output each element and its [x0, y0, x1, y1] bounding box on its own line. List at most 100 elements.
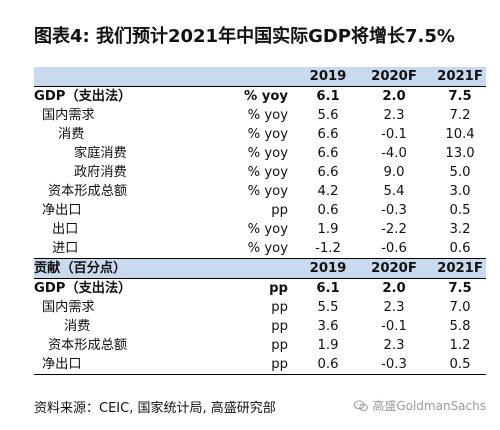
value-2020f: 2.0 — [382, 281, 406, 296]
bottom-rule — [34, 374, 486, 375]
value-2020f: -0.3 — [381, 357, 407, 372]
row-label: 资本形成总额 — [48, 184, 128, 199]
value-2019: -1.2 — [315, 241, 341, 256]
table-row: GDP（支出法） pp 6.1 2.0 7.5 — [34, 279, 486, 298]
value-2019: 0.6 — [317, 357, 339, 372]
figure-title: 图表4: 我们预计2021年中国实际GDP将增长7.5% — [34, 26, 455, 47]
header-rule — [34, 86, 486, 87]
value-2020f: 2.3 — [383, 300, 405, 315]
value-2020f: 2.0 — [382, 89, 406, 104]
row-unit: pp — [271, 300, 288, 315]
row-unit: pp — [271, 357, 288, 372]
row-unit: % yoy — [247, 222, 288, 237]
row-unit: % yoy — [247, 184, 288, 199]
value-2021f: 7.5 — [448, 89, 472, 104]
value-2020f: 2.3 — [383, 338, 405, 353]
header-2020f: 2020F — [371, 261, 417, 276]
value-2021f: 3.0 — [449, 184, 471, 199]
table-row: 净出口 pp 0.6 -0.3 0.5 — [34, 355, 486, 374]
value-2019: 6.1 — [316, 89, 340, 104]
value-2021f: 7.5 — [448, 281, 472, 296]
value-2020f: -4.0 — [381, 146, 407, 161]
value-2021f: 13.0 — [445, 146, 475, 161]
row-label: 资本形成总额 — [48, 338, 128, 353]
value-2019: 4.2 — [317, 184, 339, 199]
value-2021f: 3.2 — [449, 222, 471, 237]
value-2020f: -0.6 — [381, 241, 407, 256]
gdp-forecast-table: 2019 2020F 2021F GDP（支出法） % yoy 6.1 2.0 … — [34, 67, 486, 375]
value-2019: 1.9 — [317, 222, 339, 237]
row-unit: % yoy — [247, 108, 288, 123]
row-unit: pp — [271, 319, 288, 334]
value-2019: 5.6 — [317, 108, 339, 123]
value-2020f: -0.1 — [381, 319, 407, 334]
value-2020f: 9.0 — [383, 165, 405, 180]
table-row: 资本形成总额 % yoy 4.2 5.4 3.0 — [34, 182, 486, 201]
table-row: 出口 % yoy 1.9 -2.2 3.2 — [34, 220, 486, 239]
row-label: 国内需求 — [42, 300, 95, 315]
row-unit: % yoy — [247, 127, 288, 142]
table-row: GDP（支出法） % yoy 6.1 2.0 7.5 — [34, 87, 486, 106]
table-row: 资本形成总额 pp 1.9 2.3 1.2 — [34, 336, 486, 355]
section-header-label: 贡献（百分点） — [34, 261, 127, 276]
value-2019: 6.6 — [317, 146, 339, 161]
value-2021f: 5.0 — [449, 165, 471, 180]
value-2020f: -0.1 — [381, 127, 407, 142]
row-label: 家庭消费 — [74, 146, 127, 161]
value-2021f: 1.2 — [449, 338, 471, 353]
value-2021f: 7.0 — [449, 300, 471, 315]
value-2021f: 7.2 — [449, 108, 471, 123]
table-row: 家庭消费 % yoy 6.6 -4.0 13.0 — [34, 144, 486, 163]
table-row: 消费 pp 3.6 -0.1 5.8 — [34, 317, 486, 336]
table-row: 进口 % yoy -1.2 -0.6 0.6 — [34, 239, 486, 258]
value-2019: 5.5 — [317, 300, 339, 315]
value-2021f: 0.5 — [449, 203, 471, 218]
row-label: 净出口 — [42, 203, 82, 218]
value-2020f: 5.4 — [383, 184, 405, 199]
row-unit: % yoy — [247, 241, 288, 256]
table-row: 政府消费 % yoy 6.6 9.0 5.0 — [34, 163, 486, 182]
row-unit: % yoy — [247, 165, 288, 180]
row-label: 国内需求 — [42, 108, 95, 123]
watermark: 高盛GoldmanSachs — [354, 397, 486, 414]
row-label: 消费 — [58, 127, 85, 142]
table-row: 净出口 pp 0.6 -0.3 0.5 — [34, 201, 486, 220]
row-unit: pp — [269, 281, 288, 296]
section-header-rule — [34, 278, 486, 279]
header-2019: 2019 — [309, 69, 347, 84]
table-row: 消费 % yoy 6.6 -0.1 10.4 — [34, 125, 486, 144]
value-2021f: 0.6 — [449, 241, 471, 256]
table-row: 国内需求 % yoy 5.6 2.3 7.2 — [34, 106, 486, 125]
row-unit: % yoy — [243, 89, 288, 104]
table-row: 国内需求 pp 5.5 2.3 7.0 — [34, 298, 486, 317]
table-header-row: 2019 2020F 2021F — [34, 67, 486, 86]
row-label: 消费 — [64, 319, 91, 334]
row-unit: pp — [271, 203, 288, 218]
value-2019: 6.1 — [316, 281, 340, 296]
row-label: 出口 — [52, 222, 79, 237]
value-2019: 6.6 — [317, 165, 339, 180]
row-label: 净出口 — [42, 357, 82, 372]
row-label: 政府消费 — [74, 165, 127, 180]
value-2021f: 10.4 — [445, 127, 475, 142]
row-label: GDP（支出法） — [34, 281, 132, 296]
value-2019: 1.9 — [317, 338, 339, 353]
row-label: GDP（支出法） — [34, 89, 132, 104]
header-2019: 2019 — [309, 261, 347, 276]
value-2020f: -0.3 — [381, 203, 407, 218]
value-2019: 3.6 — [317, 319, 339, 334]
header-2020f: 2020F — [371, 69, 417, 84]
source-note: 资料来源：CEIC, 国家统计局, 高盛研究部 — [34, 401, 276, 416]
header-2021f: 2021F — [437, 69, 483, 84]
value-2020f: -2.2 — [381, 222, 407, 237]
value-2020f: 2.3 — [383, 108, 405, 123]
header-2021f: 2021F — [437, 261, 483, 276]
section-rule — [34, 258, 486, 259]
value-2021f: 5.8 — [449, 319, 471, 334]
section-header-row: 贡献（百分点） 2019 2020F 2021F — [34, 259, 486, 278]
row-unit: % yoy — [247, 146, 288, 161]
value-2021f: 0.5 — [449, 357, 471, 372]
watermark-text: 高盛GoldmanSachs — [372, 399, 486, 413]
wechat-icon — [354, 399, 369, 412]
